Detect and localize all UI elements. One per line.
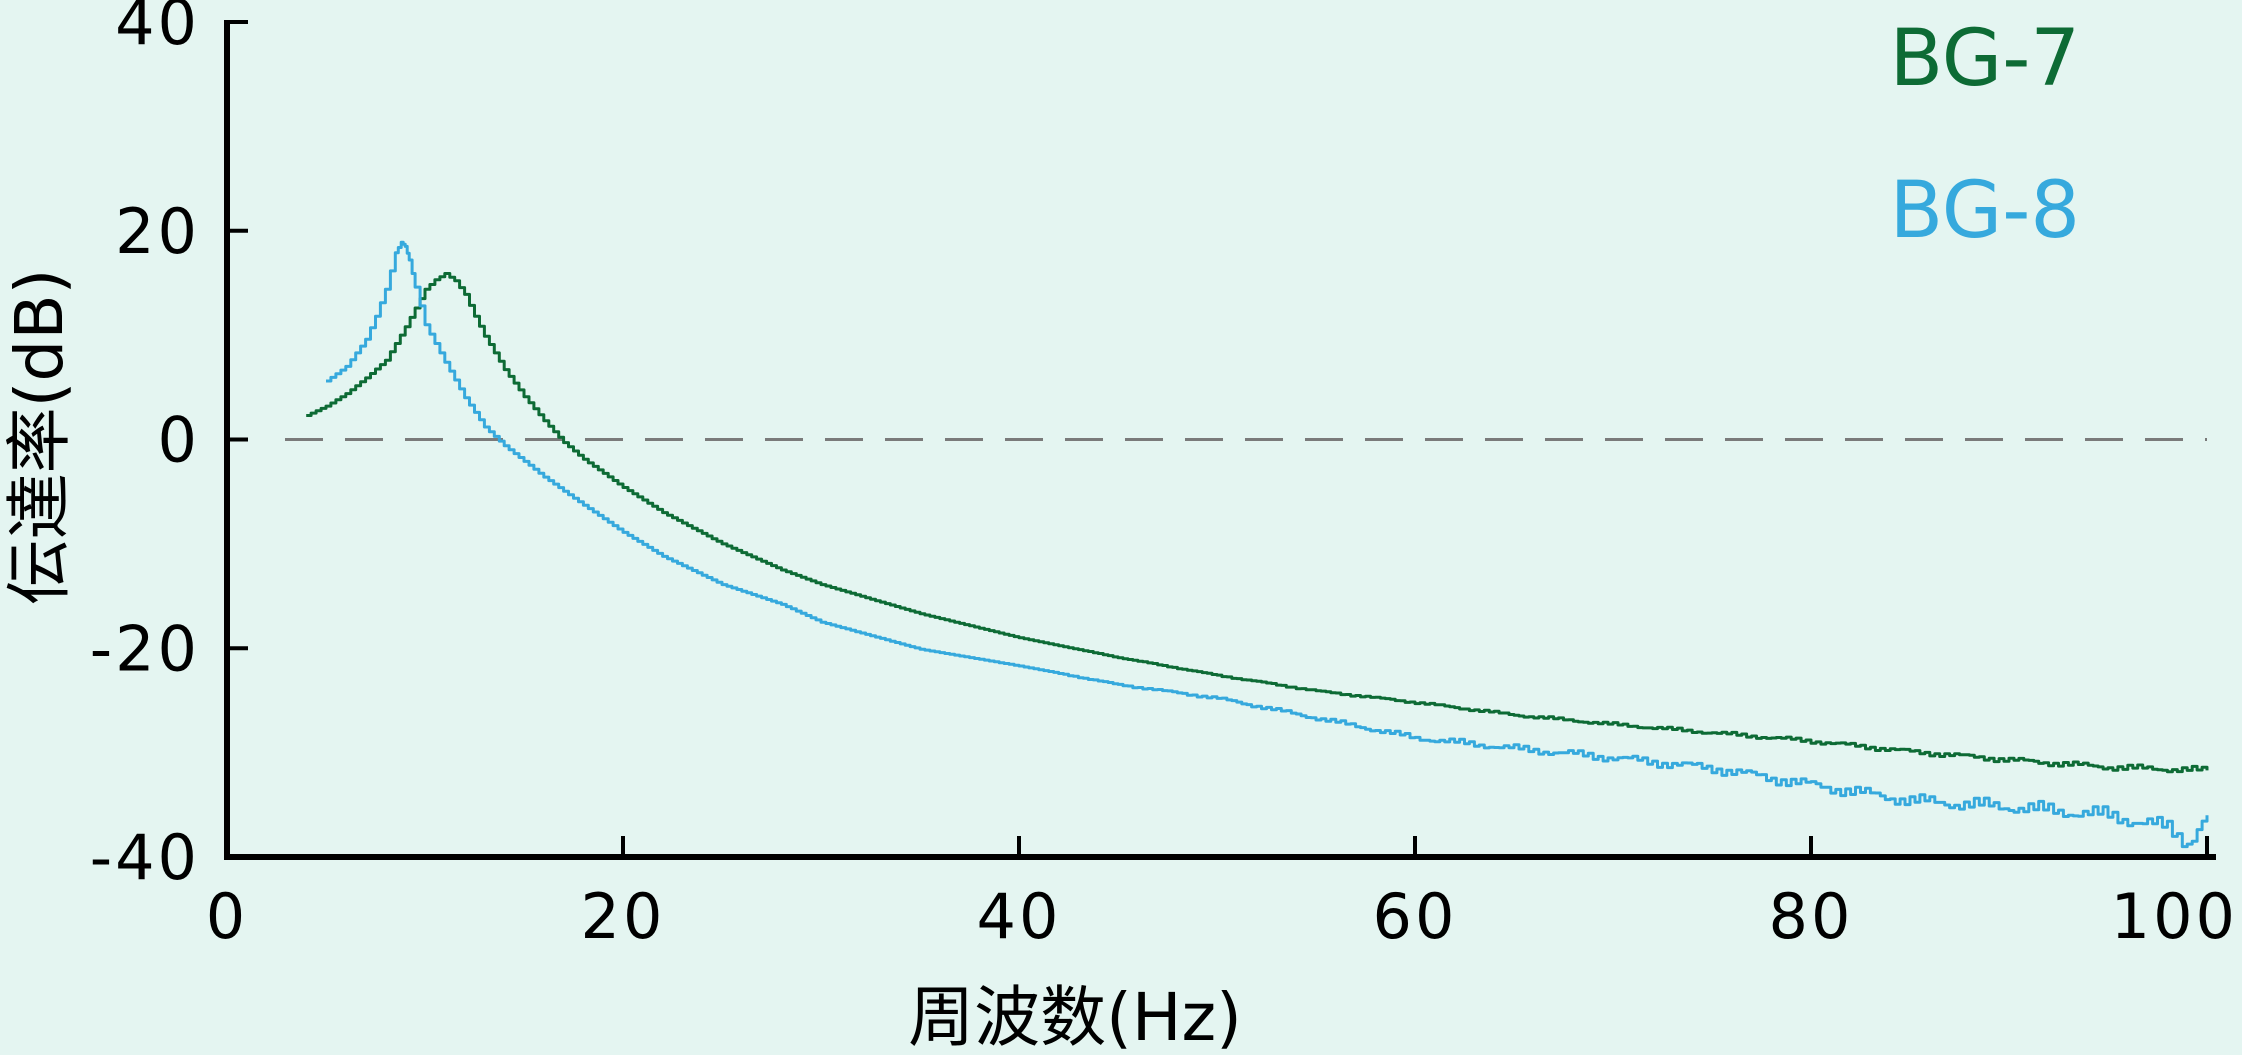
legend: BG-7 BG-8 bbox=[1890, 14, 2080, 256]
x-tick-label: 0 bbox=[206, 880, 248, 953]
x-tick-label: 100 bbox=[2111, 880, 2238, 953]
series-line-bg-8 bbox=[326, 240, 2209, 849]
y-tick-label: -40 bbox=[90, 821, 200, 894]
legend-entry-bg-8: BG-8 bbox=[1890, 166, 2080, 256]
legend-entry-bg-7: BG-7 bbox=[1890, 14, 2080, 104]
plot-area bbox=[285, 240, 2209, 849]
y-axis-title: 伝達率(dB) bbox=[1, 269, 78, 606]
y-tick-label: 40 bbox=[115, 0, 200, 59]
x-axis-title: 周波数(Hz) bbox=[908, 979, 1242, 1055]
y-tick-label: -20 bbox=[90, 612, 200, 685]
x-tick-label: 40 bbox=[977, 880, 1062, 953]
series-line-bg-7 bbox=[306, 272, 2209, 774]
y-tick-label: 20 bbox=[115, 195, 200, 268]
x-tick-label: 20 bbox=[581, 880, 666, 953]
x-tick-label: 60 bbox=[1373, 880, 1458, 953]
x-tick-label: 80 bbox=[1769, 880, 1854, 953]
y-tick-label: 0 bbox=[158, 404, 200, 477]
